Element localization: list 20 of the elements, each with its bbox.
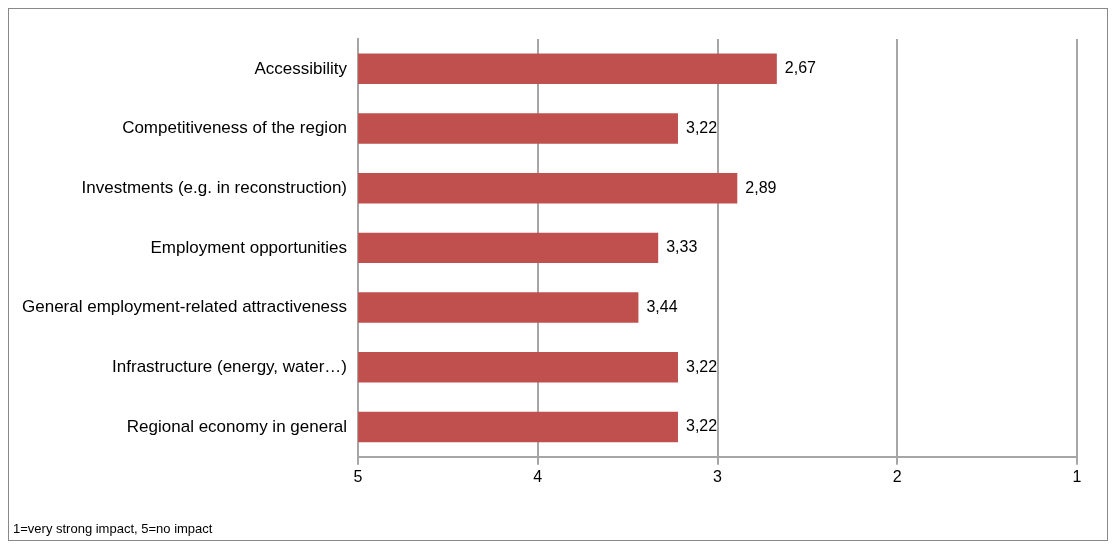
data-label: 2,89 — [745, 178, 777, 196]
y-tick-label: Competitiveness of the region — [122, 118, 348, 138]
y-tick-label: Infrastructure (energy, water…) — [112, 356, 348, 376]
x-tick-label: 5 — [353, 467, 363, 485]
x-tick-label: 2 — [892, 467, 902, 485]
x-tick-label: 4 — [533, 467, 543, 485]
data-label: 3,44 — [646, 297, 678, 315]
y-tick-label: Investments (e.g. in reconstruction) — [81, 177, 348, 197]
text: 1=very strong impact, 5=no impact — [13, 521, 213, 536]
y-tick-label: General employment-related attractiveness — [22, 297, 348, 317]
x-tick-label: 1 — [1072, 467, 1082, 485]
data-label: 3,22 — [685, 118, 718, 136]
data-label: 3,22 — [685, 417, 718, 435]
y-tick-label: Regional economy in general — [126, 416, 348, 436]
data-label: 3,22 — [685, 357, 718, 375]
data-label: 2,67 — [784, 59, 817, 77]
y-tick-label: Accessibility — [254, 58, 348, 78]
x-tick-label: 3 — [713, 467, 723, 485]
y-tick-label: Employment opportunities — [150, 237, 348, 257]
data-label: 3,33 — [666, 238, 698, 256]
